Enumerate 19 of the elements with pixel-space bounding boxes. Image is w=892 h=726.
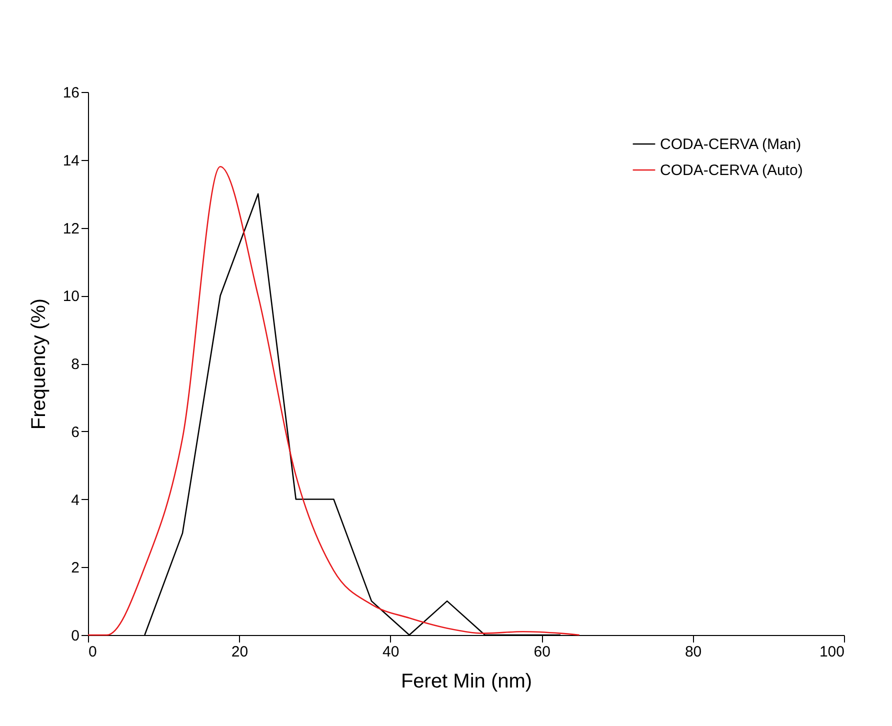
x-tick-label: 0 — [88, 644, 97, 660]
y-tick-label: 4 — [71, 492, 80, 509]
y-axis-title: Frequency (%) — [28, 298, 50, 430]
y-tick-label: 12 — [62, 220, 80, 238]
y-tick-label: 0 — [71, 628, 80, 644]
x-tick-label: 60 — [534, 644, 550, 660]
x-tick-label: 80 — [684, 644, 702, 660]
legend-label: CODA-CERVA (Auto) — [660, 162, 803, 179]
x-tick-label: 20 — [231, 644, 248, 660]
y-tick-label: 14 — [62, 152, 80, 170]
x-tick-label: 40 — [382, 644, 400, 660]
y-tick-label: 8 — [71, 356, 80, 373]
y-tick-label: 2 — [71, 560, 80, 577]
legend-label: CODA-CERVA (Man) — [660, 136, 802, 153]
y-tick-label: 16 — [62, 84, 80, 102]
y-tick-label: 10 — [62, 288, 80, 306]
x-axis-title: Feret Min (nm) — [400, 670, 532, 692]
y-tick-label: 6 — [71, 424, 80, 441]
x-tick-label: 100 — [819, 644, 844, 660]
